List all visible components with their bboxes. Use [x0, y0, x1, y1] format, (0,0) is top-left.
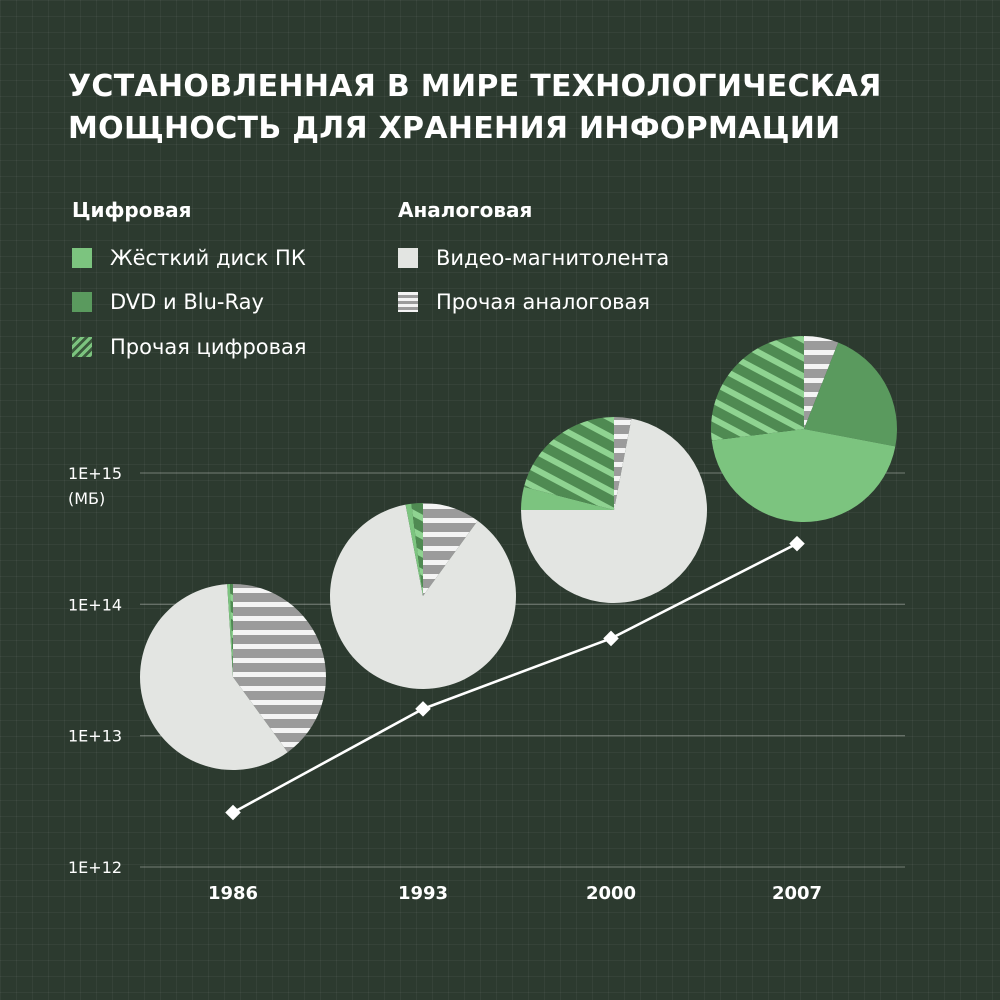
legend-item-dvd: DVD и Blu-Ray — [72, 290, 264, 314]
y-axis-unit-label: (МБ) — [68, 489, 105, 508]
y-tick-label: 1E+14 — [68, 595, 122, 614]
legend-label-video: Видео-магнитолента — [436, 246, 670, 270]
pie-slice — [711, 429, 896, 523]
pie-slice — [405, 503, 423, 596]
legend-item-other-digital: Прочая цифровая — [72, 335, 307, 359]
legend-label-hdd: Жёсткий диск ПК — [110, 246, 306, 270]
pie-slice — [227, 584, 233, 677]
other-digital-swatch — [72, 337, 92, 357]
pie-2007 — [711, 336, 898, 523]
video-swatch — [398, 248, 418, 268]
line-series — [225, 535, 805, 821]
pie-1986 — [139, 584, 326, 771]
pie-slice — [521, 418, 707, 603]
x-tick-label: 2000 — [586, 883, 636, 904]
data-point-marker — [225, 804, 241, 821]
pie-slice — [139, 584, 288, 771]
pie-charts — [139, 336, 898, 771]
pie-slice — [804, 336, 839, 429]
chart-title: УСТАНОВЛЕННАЯ В МИРЕ ТЕХНОЛОГИЧЕСКАЯ МОЩ… — [68, 66, 948, 150]
hdd-swatch — [72, 248, 92, 268]
chart-title-line-2: МОЩНОСТЬ ДЛЯ ХРАНЕНИЯ ИНФОРМАЦИИ — [68, 111, 841, 146]
data-point-marker — [789, 535, 805, 552]
legend-header-analog: Аналоговая — [398, 198, 533, 222]
pie-slice — [233, 584, 326, 753]
legend-item-video: Видео-магнитолента — [398, 246, 669, 270]
pie-slice — [230, 584, 233, 677]
pie-slice — [523, 417, 614, 510]
pie-2000 — [521, 417, 707, 603]
series-line — [232, 542, 798, 814]
x-tick-label: 2007 — [772, 883, 822, 904]
x-axis-labels: 1986 1993 2000 2007 — [208, 883, 822, 904]
data-point-marker — [415, 701, 431, 717]
pie-slice — [411, 503, 423, 596]
pie-slice — [330, 504, 516, 689]
pie-slice — [521, 486, 614, 510]
x-tick-label: 1993 — [398, 883, 448, 904]
legend-item-hdd: Жёсткий диск ПК — [72, 246, 306, 270]
y-tick-label: 1E+12 — [68, 858, 122, 877]
data-point-marker — [603, 630, 619, 647]
legend-header-digital: Цифровая — [72, 198, 192, 222]
legend-item-other-analog: Прочая аналоговая — [398, 290, 650, 314]
y-tick-label: 1E+13 — [68, 727, 122, 746]
legend-label-other-analog: Прочая аналоговая — [436, 290, 651, 314]
other-analog-swatch — [398, 292, 418, 312]
y-tick-label: 1E+15 — [68, 464, 122, 483]
pie-slice — [711, 336, 804, 441]
pie-slice — [423, 503, 478, 596]
legend-label-dvd: DVD и Blu-Ray — [110, 290, 264, 314]
pie-slice — [804, 342, 898, 447]
pie-slice — [614, 417, 632, 510]
pie-1993 — [330, 503, 516, 689]
x-tick-label: 1986 — [208, 883, 258, 904]
legend-label-other-digital: Прочая цифровая — [110, 335, 307, 359]
dvd-swatch — [72, 292, 92, 312]
y-axis-labels: (МБ) 1E+12 1E+13 1E+14 1E+15 — [68, 464, 122, 877]
chart-title-line-1: УСТАНОВЛЕННАЯ В МИРЕ ТЕХНОЛОГИЧЕСКАЯ — [68, 69, 882, 104]
